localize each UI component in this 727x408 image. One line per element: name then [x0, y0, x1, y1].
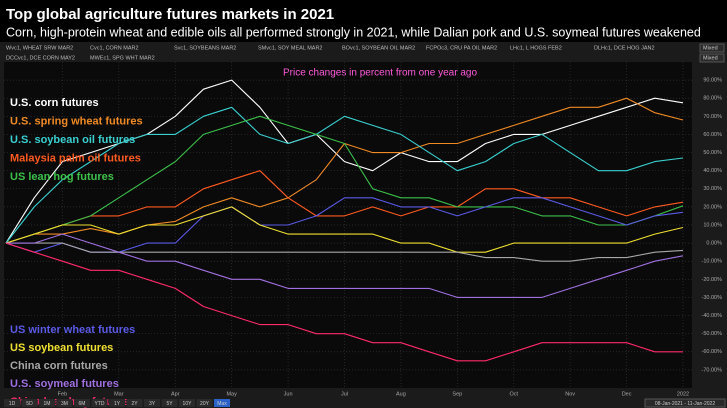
- x-tick-label: Jul: [341, 391, 348, 397]
- range-button[interactable]: [109, 399, 125, 407]
- x-tick-label: Aug: [396, 391, 406, 397]
- y-tick-label: 90.00%: [703, 78, 722, 84]
- scale-dropdown[interactable]: [699, 43, 725, 53]
- range-label[interactable]: 5D: [26, 401, 33, 407]
- y-tick-label: 70.00%: [703, 114, 722, 120]
- header-code: LHc1, L HOGS FEB2: [510, 45, 562, 51]
- x-tick-label: 2022: [677, 391, 689, 397]
- x-tick-label: Feb: [58, 391, 67, 397]
- legend-label: U.S. soymeal futures: [10, 378, 119, 390]
- y-tick-label: 30.00%: [703, 186, 722, 192]
- legend-label: US lean hog futures: [10, 171, 114, 183]
- y-tick-label: -50.00%: [702, 331, 723, 337]
- header-code: MWEc1, SPG WHT MAR2: [90, 55, 155, 61]
- y-tick-label: 50.00%: [703, 150, 722, 156]
- header-code: Wvc1, WHEAT SRW MAR2: [6, 45, 73, 51]
- range-label[interactable]: 20Y: [200, 401, 210, 407]
- range-label[interactable]: 3Y: [149, 401, 156, 407]
- legend-label: US winter wheat futures: [10, 324, 135, 336]
- range-label[interactable]: 3M: [61, 401, 68, 407]
- range-label[interactable]: 6M: [79, 401, 86, 407]
- y-tick-label: -40.00%: [702, 313, 723, 319]
- legend-label: U.S. soybean oil futures: [10, 134, 135, 146]
- range-button[interactable]: [161, 399, 178, 407]
- plot-area: [4, 62, 692, 388]
- x-tick-label: Nov: [565, 391, 575, 397]
- y-tick-label: -20.00%: [702, 277, 723, 283]
- header-code: BOvc1, SOYBEAN OIL MAR2: [342, 45, 415, 51]
- range-label[interactable]: YTD: [95, 401, 105, 407]
- date-range-box[interactable]: [644, 398, 726, 408]
- range-button[interactable]: [144, 399, 160, 407]
- range-button[interactable]: [91, 399, 108, 407]
- range-button[interactable]: [56, 399, 73, 407]
- legend-label: US soybean futures: [10, 342, 113, 354]
- y-tick-label: -70.00%: [702, 367, 723, 373]
- range-button[interactable]: [4, 399, 20, 407]
- range-button[interactable]: [39, 399, 55, 407]
- x-tick-label: Mar: [114, 391, 124, 397]
- range-label[interactable]: 10Y: [183, 401, 193, 407]
- x-tick-label: Apr: [171, 391, 180, 397]
- y-tick-label: -30.00%: [702, 295, 723, 301]
- x-tick-label: Oct: [509, 391, 518, 397]
- y-tick-label: 20.00%: [703, 204, 722, 210]
- header-code: SMvc1, SOY MEAL MAR2: [258, 45, 323, 51]
- x-tick-label: Dec: [622, 391, 632, 397]
- y-tick-label: -10.00%: [702, 259, 723, 265]
- date-range[interactable]: 08-Jan-2021 - 11-Jan-2022: [655, 401, 715, 407]
- series-line: [5, 206, 684, 253]
- y-tick-label: 80.00%: [703, 96, 722, 102]
- range-label[interactable]: 5Y: [166, 401, 173, 407]
- scale-dropdown[interactable]: [699, 53, 725, 63]
- header-code: DLHc1, DCE HOG JAN2: [594, 45, 655, 51]
- legend-label: U.S. corn futures: [10, 97, 99, 109]
- chart-subtitle: Corn, high-protein wheat and edible oils…: [6, 25, 701, 39]
- range-label[interactable]: Max: [217, 401, 227, 407]
- range-label[interactable]: 1Y: [114, 401, 121, 407]
- range-button[interactable]: [179, 399, 195, 407]
- range-button[interactable]: [126, 399, 143, 407]
- series-line: [5, 106, 684, 244]
- legend-label: Malaysia palm oil futures: [10, 152, 141, 164]
- scale-label[interactable]: Mixed: [703, 45, 718, 51]
- range-label[interactable]: 2Y: [131, 401, 138, 407]
- series-line: [6, 233, 684, 298]
- series-line: [5, 115, 684, 244]
- legend-label: U.S. spring wheat futures: [10, 115, 143, 127]
- range-button[interactable]: [196, 399, 213, 407]
- range-button[interactable]: [21, 399, 38, 407]
- y-tick-label: 60.00%: [703, 132, 722, 138]
- annotation: Price changes in percent from one year a…: [283, 68, 477, 79]
- range-button[interactable]: [214, 399, 230, 407]
- series-line: [5, 242, 683, 362]
- scale-label[interactable]: Mixed: [703, 55, 718, 61]
- header-code: Svc1, SOYBEANS MAR2: [174, 45, 236, 51]
- x-tick-label: Jun: [284, 391, 293, 397]
- range-label[interactable]: 1M: [44, 401, 51, 407]
- header-code: FCPOc3, CRU PA OIL MAR2: [426, 45, 497, 51]
- header-code: Cvc1, CORN MAR2: [90, 45, 139, 51]
- y-tick-label: 40.00%: [703, 168, 722, 174]
- x-tick-label: Sep: [452, 391, 462, 397]
- y-tick-label: -60.00%: [702, 349, 723, 355]
- x-tick-label: May: [226, 391, 237, 397]
- header-code: DCCvc1, DCE CORN MAY2: [6, 55, 75, 61]
- series-line: [5, 170, 684, 244]
- range-button[interactable]: [74, 399, 90, 407]
- range-label[interactable]: 1D: [9, 401, 16, 407]
- legend-label: China corn futures: [10, 360, 108, 372]
- chart-title: Top global agriculture futures markets i…: [6, 6, 334, 23]
- y-tick-label: 10.00%: [703, 222, 722, 228]
- y-tick-label: 0.00%: [706, 241, 722, 247]
